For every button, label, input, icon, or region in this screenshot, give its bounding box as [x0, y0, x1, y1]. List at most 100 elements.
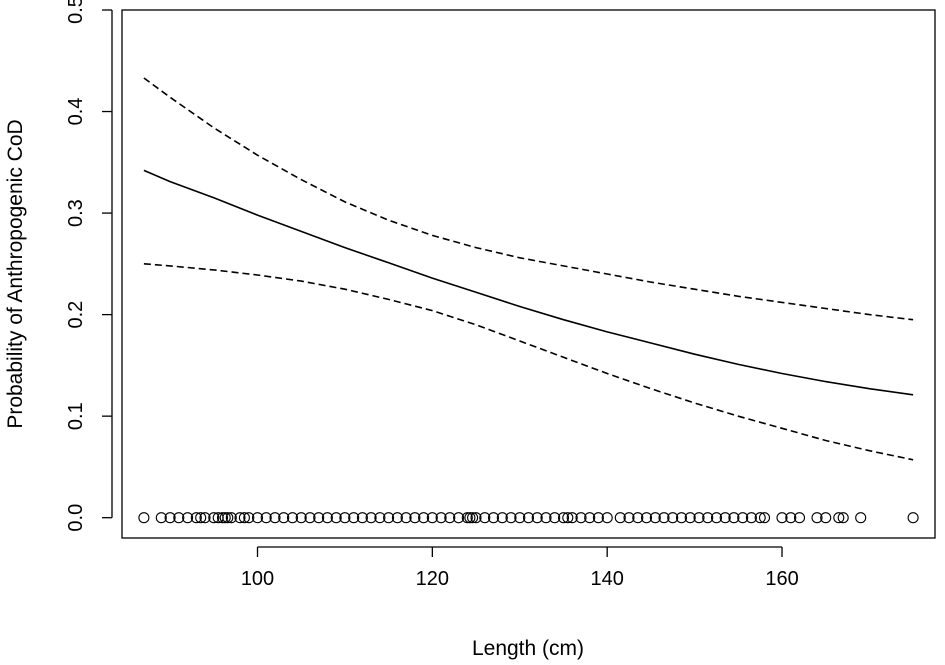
data-point [234, 512, 246, 524]
data-point [785, 512, 797, 524]
data-point [623, 512, 635, 524]
data-point [190, 512, 202, 524]
data-point [400, 512, 412, 524]
data-point [710, 512, 723, 524]
data-point [278, 512, 290, 524]
data-point [339, 512, 351, 524]
data-point [776, 512, 788, 524]
data-point [208, 512, 220, 524]
data-point [222, 512, 234, 524]
data-point [837, 512, 849, 524]
data-point [251, 512, 264, 524]
data-point [562, 512, 574, 524]
data-point [295, 512, 307, 524]
y-tick-label: 0.4 [65, 98, 87, 126]
y-tick-label: 0.0 [65, 504, 87, 532]
data-point [461, 512, 473, 524]
x-tick-label: 100 [241, 568, 274, 590]
data-point [907, 512, 919, 524]
data-point [453, 512, 465, 524]
plot-frame [121, 9, 936, 539]
data-point [409, 512, 421, 524]
data-point [793, 512, 806, 524]
data-point [557, 512, 570, 524]
data-point [754, 512, 766, 524]
x-tick-label: 120 [416, 568, 449, 590]
data-point [470, 512, 482, 524]
data-point [216, 512, 229, 524]
points-layer [138, 512, 919, 524]
data-point [391, 512, 403, 524]
data-point [531, 512, 543, 524]
y-tick-label: 0.3 [65, 199, 87, 227]
data-point [467, 512, 479, 524]
data-point [195, 512, 207, 524]
data-point [855, 512, 867, 524]
data-point [575, 512, 587, 524]
data-point [238, 512, 250, 524]
data-point [667, 512, 679, 524]
data-point [164, 512, 176, 524]
data-point [632, 512, 644, 524]
y-tick-label: 0.2 [65, 301, 87, 329]
y-axis: 0.0 0.1 0.2 0.3 0.4 0.5 [65, 0, 113, 532]
data-point [304, 512, 316, 524]
data-point [418, 512, 430, 524]
data-point [182, 512, 194, 524]
data-point [640, 512, 653, 524]
data-point [728, 512, 740, 524]
data-point [479, 512, 491, 524]
data-point [566, 512, 578, 524]
data-point [649, 512, 661, 524]
data-point [138, 512, 150, 524]
data-point [199, 512, 211, 524]
y-tick-label: 0.1 [65, 402, 87, 430]
data-point [614, 512, 626, 524]
data-point [745, 512, 757, 524]
y-axis-label: Probability of Anthropogenic CoD [4, 119, 27, 428]
data-point [592, 512, 604, 524]
x-tick-label: 140 [590, 568, 623, 590]
data-point [173, 512, 185, 524]
data-point [330, 512, 342, 524]
data-point [269, 512, 281, 524]
y-tick-label: 0.5 [65, 0, 87, 24]
data-point [321, 512, 333, 524]
data-point [383, 512, 395, 524]
data-point [286, 512, 299, 524]
data-point [464, 512, 476, 524]
data-point [365, 512, 377, 524]
x-axis-label: Length (cm) [472, 637, 584, 660]
data-point [487, 512, 500, 524]
data-point [737, 512, 749, 524]
data-point [549, 512, 561, 524]
data-point [693, 512, 705, 524]
data-point [658, 512, 670, 524]
data-point [374, 512, 386, 524]
data-point [540, 512, 552, 524]
data-point [155, 512, 167, 524]
ci-line-2 [143, 263, 914, 461]
data-point [758, 512, 771, 524]
data-point [260, 512, 272, 524]
data-point [356, 512, 368, 524]
data-point [675, 512, 688, 524]
ci-line-1 [143, 77, 914, 321]
data-point [496, 512, 508, 524]
data-point [522, 512, 535, 524]
data-point [684, 512, 696, 524]
data-point [313, 512, 325, 524]
data-point [243, 512, 255, 524]
data-point [435, 512, 447, 524]
data-point [514, 512, 526, 524]
data-point [219, 512, 231, 524]
data-point [584, 512, 596, 524]
data-point [505, 512, 517, 524]
data-point [444, 512, 456, 524]
data-point [225, 512, 237, 524]
series-layer [143, 77, 914, 461]
data-point [820, 512, 832, 524]
x-axis: 100 120 140 160 [241, 546, 799, 590]
data-point [426, 512, 438, 524]
data-point [702, 512, 714, 524]
